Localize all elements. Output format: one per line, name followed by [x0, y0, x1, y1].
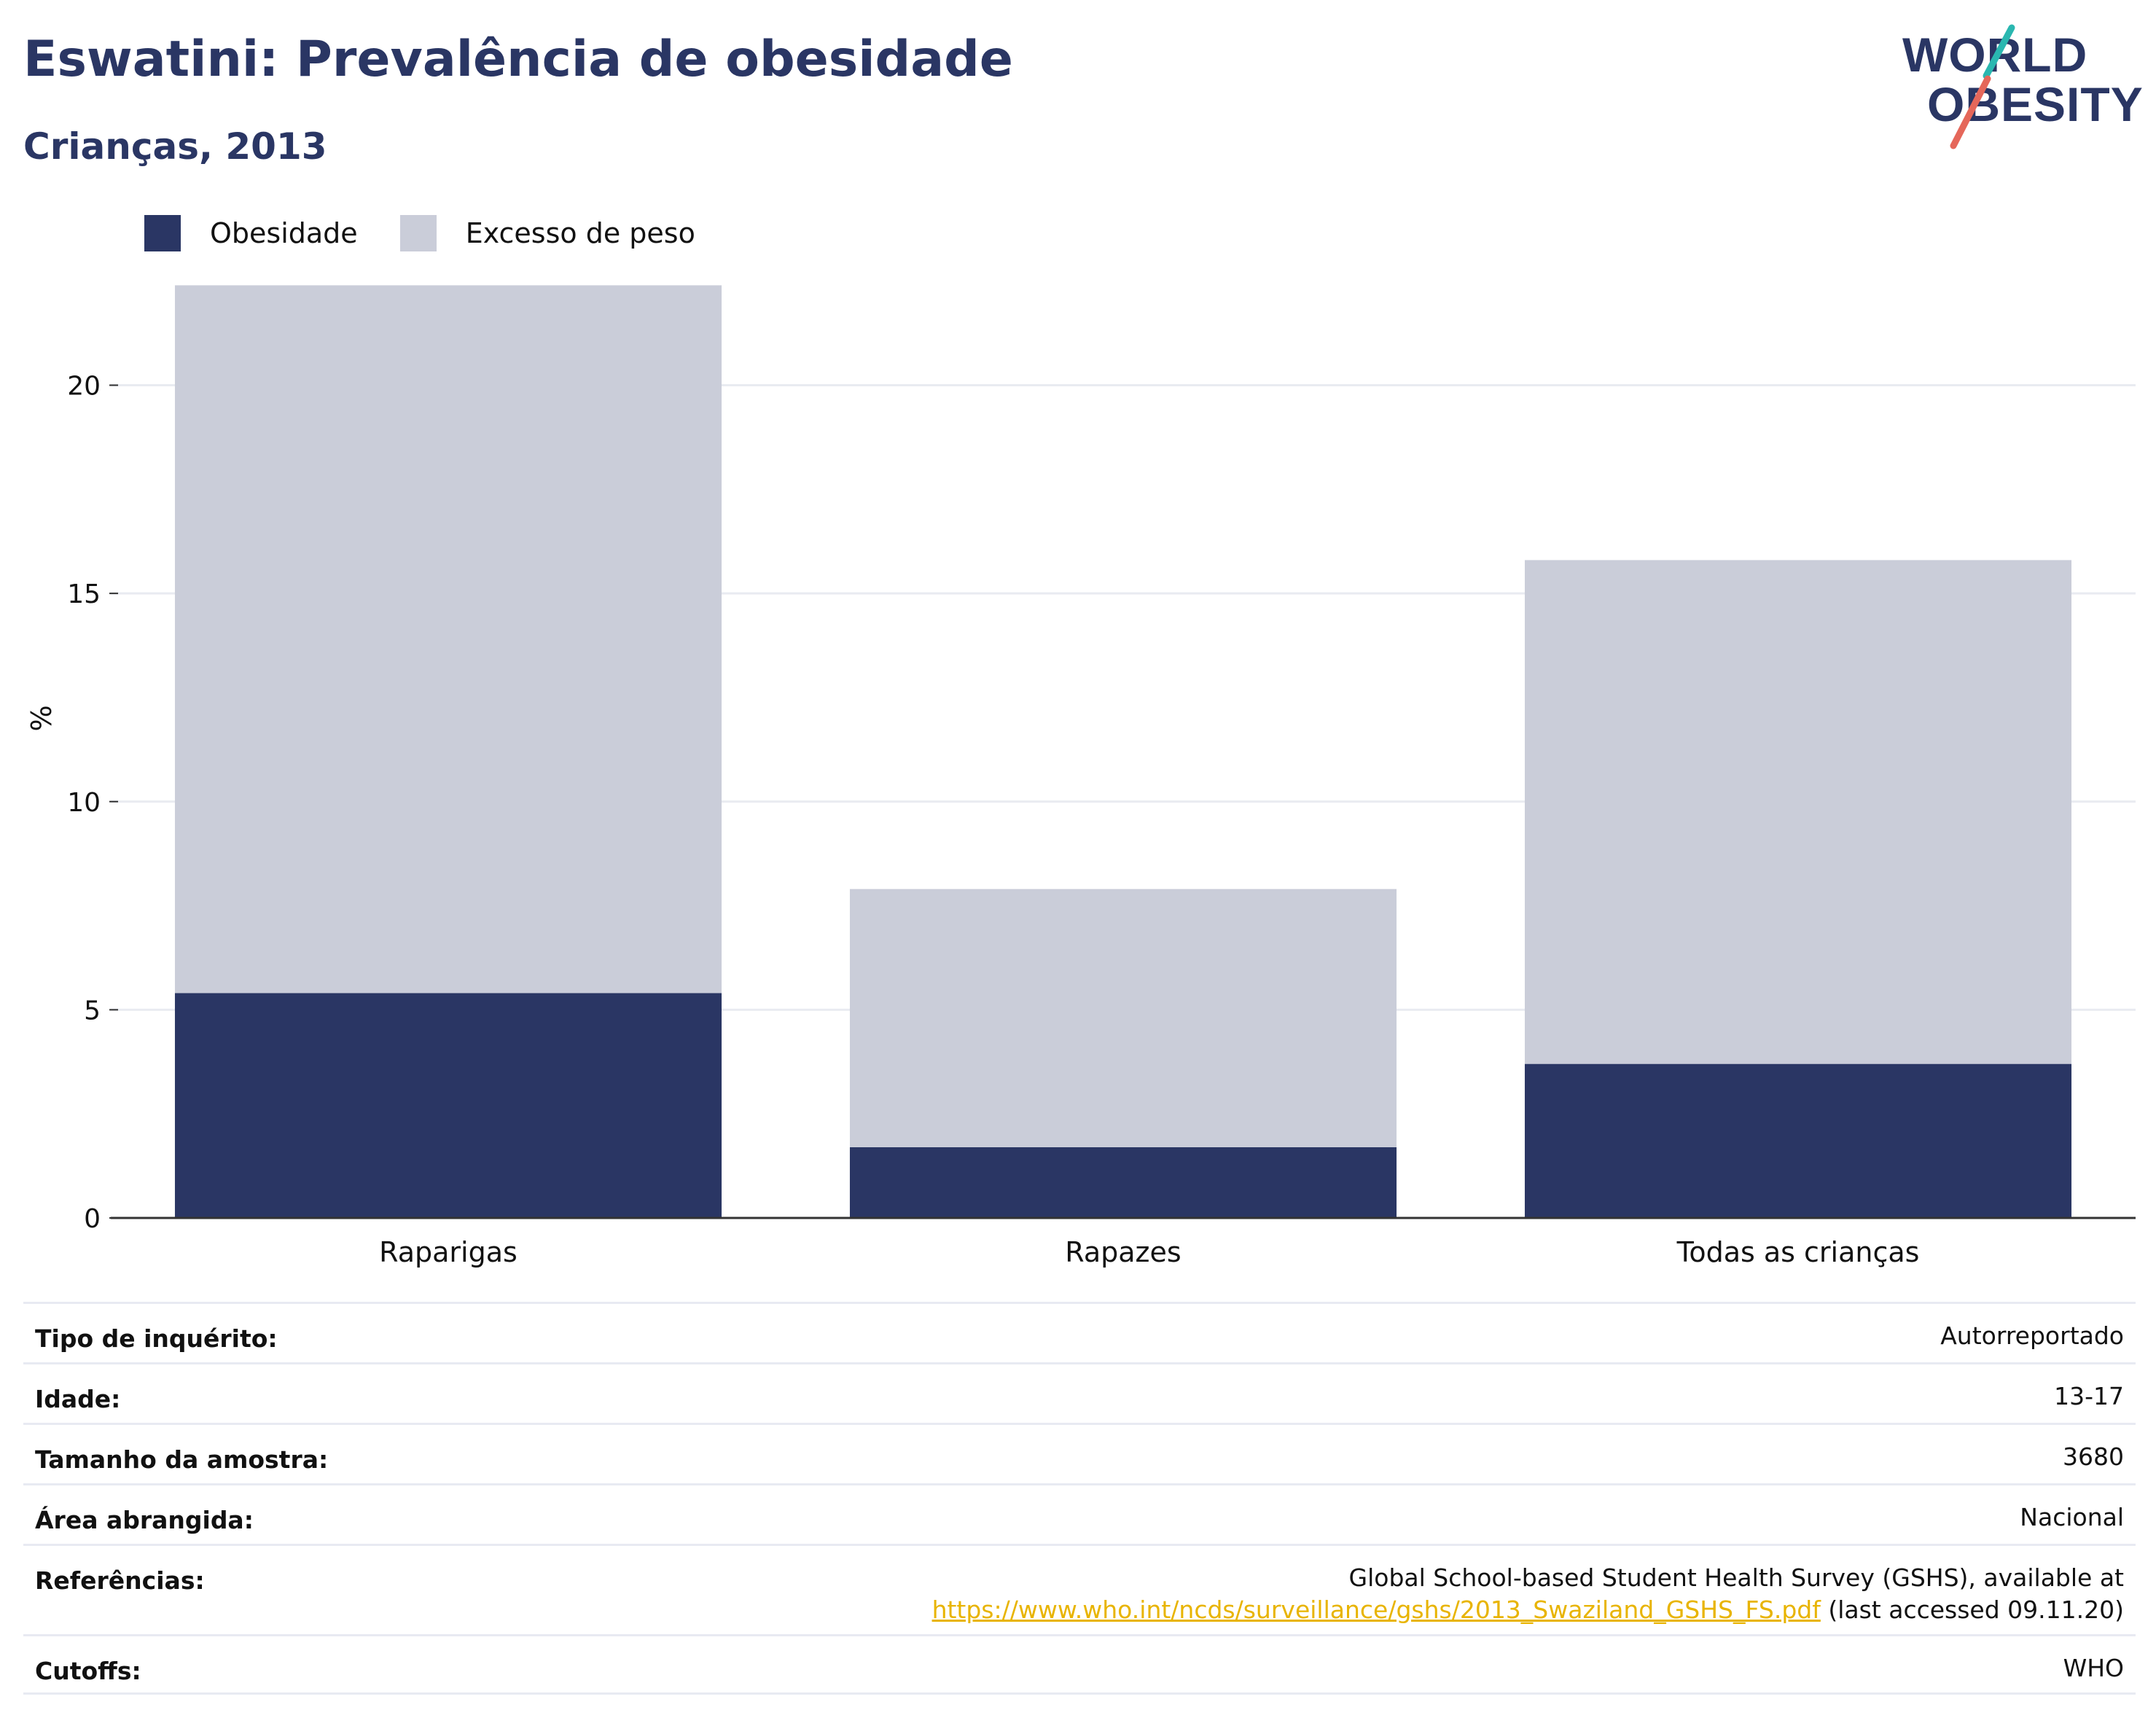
survey-type-label: Tipo de inquérito:: [35, 1324, 278, 1353]
chart-legend: Obesidade Excesso de peso: [144, 215, 738, 251]
bar-obesidade-1: [849, 1147, 1397, 1218]
y-tick-label: 20: [67, 372, 101, 402]
area-value: Nacional: [2020, 1503, 2124, 1531]
info-row-sample-size: Tamanho da amostra: 3680: [23, 1423, 2136, 1483]
y-tick-label: 15: [67, 579, 101, 609]
logo-slash-bottom: [1950, 75, 1991, 149]
references-link[interactable]: https://www.who.int/ncds/surveillance/gs…: [931, 1596, 1821, 1624]
bar-excesso-de-peso-1: [849, 889, 1397, 1147]
bar-obesidade-2: [1524, 1063, 2072, 1218]
world-obesity-logo: WORLD OBESITY: [1902, 24, 2143, 149]
references-suffix: (last accessed 09.11.20): [1820, 1596, 2124, 1624]
info-row-survey-type: Tipo de inquérito: Autorreportado: [23, 1302, 2136, 1362]
logo-slash-top: [1983, 24, 2015, 79]
area-label: Área abrangida:: [35, 1506, 254, 1534]
sample-size-value: 3680: [2063, 1442, 2124, 1471]
age-label: Idade:: [35, 1385, 121, 1413]
references-value: Global School-based Student Health Surve…: [932, 1562, 2124, 1626]
legend-label-excesso-de-peso: Excesso de peso: [465, 217, 695, 249]
legend-item-excesso-de-peso[interactable]: Excesso de peso: [399, 215, 695, 251]
survey-type-value: Autorreportado: [1940, 1321, 2124, 1350]
info-row-age: Idade: 13-17: [23, 1362, 2136, 1423]
x-tick-label: Todas as crianças: [1676, 1236, 1920, 1268]
y-tick-label: 10: [67, 788, 101, 818]
y-axis-label: %: [26, 705, 58, 731]
references-label: Referências:: [35, 1566, 205, 1595]
cutoffs-label: Cutoffs:: [35, 1657, 141, 1685]
y-tick-label: 5: [84, 996, 101, 1026]
bar-obesidade-0: [174, 993, 722, 1218]
legend-item-obesidade[interactable]: Obesidade: [144, 215, 358, 251]
info-row-references: Referências: Global School-based Student…: [23, 1544, 2136, 1634]
survey-info-table: Tipo de inquérito: Autorreportado Idade:…: [23, 1302, 2136, 1695]
bar-chart: 0 5 10 15 20% Raparigas Rapazes Todas as crianç…: [26, 285, 2136, 1268]
chart-subtitle: Crianças, 2013: [23, 125, 327, 168]
sample-size-label: Tamanho da amostra:: [35, 1445, 329, 1474]
bar-excesso-de-peso-2: [1524, 560, 2072, 1064]
legend-label-obesidade: Obesidade: [210, 217, 358, 249]
info-row-cutoffs: Cutoffs: WHO: [23, 1634, 2136, 1695]
x-tick-label: Rapazes: [1065, 1236, 1181, 1268]
cutoffs-value: WHO: [2063, 1654, 2124, 1682]
age-value: 13-17: [2054, 1382, 2124, 1410]
legend-swatch-excesso-de-peso: [399, 215, 437, 251]
y-tick-label: 0: [84, 1204, 101, 1234]
references-text: Global School-based Student Health Surve…: [1348, 1563, 2124, 1592]
x-tick-label: Raparigas: [379, 1236, 517, 1268]
legend-swatch-obesidade: [144, 215, 181, 251]
chart-title: Eswatini: Prevalência de obesidade: [23, 31, 1013, 88]
bar-excesso-de-peso-0: [174, 285, 722, 993]
info-row-area: Área abrangida: Nacional: [23, 1483, 2136, 1544]
